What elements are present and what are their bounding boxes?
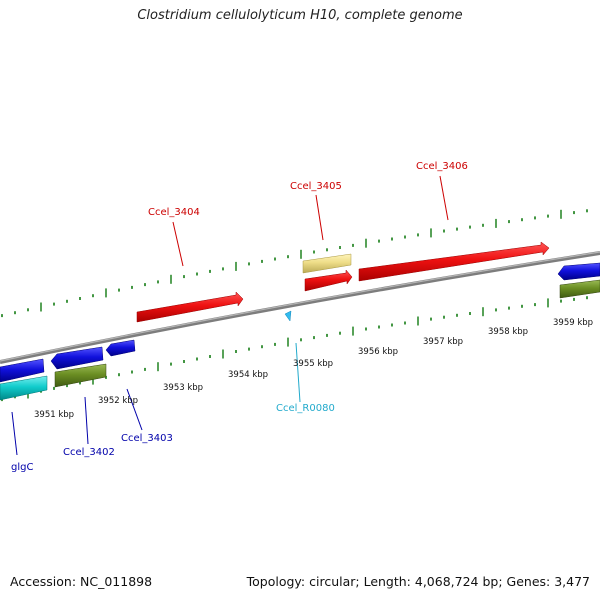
gene-blue-right-arrow[interactable] <box>557 262 600 281</box>
kbp-label-3957: 3957 kbp <box>423 337 463 347</box>
rna-ccel-r0080-marker[interactable] <box>284 310 292 322</box>
kbp-label-3952: 3952 kbp <box>98 396 138 406</box>
kbp-label-3954: 3954 kbp <box>228 370 268 380</box>
gene-glgc-blue-arrow[interactable] <box>0 358 45 383</box>
gene-label-ccel-3404[interactable]: Ccel_3404 <box>148 207 200 218</box>
gene-label-ccel-r0080[interactable]: Ccel_R0080 <box>276 403 335 414</box>
gene-glgc-cyan-bar[interactable] <box>0 375 48 401</box>
accession-text: Accession: NC_011898 <box>10 574 153 589</box>
gene-ccel-3402-arrow[interactable] <box>50 346 104 370</box>
kbp-label-3953: 3953 kbp <box>163 383 203 393</box>
gene-label-ccel-3402[interactable]: Ccel_3402 <box>63 447 115 458</box>
kbp-label-3956: 3956 kbp <box>358 347 398 357</box>
gene-label-glgc[interactable]: glgC <box>11 462 33 473</box>
map-title: Clostridium cellulolyticum H10, complete… <box>137 8 463 23</box>
pointer-ccel-3403 <box>126 388 143 431</box>
pointer-ccel-3404 <box>172 221 184 267</box>
gene-olive-right-bar[interactable] <box>559 279 600 299</box>
gene-label-ccel-3405[interactable]: Ccel_3405 <box>290 181 342 192</box>
kbp-label-3955: 3955 kbp <box>293 359 333 369</box>
kbp-label-3959: 3959 kbp <box>553 318 593 328</box>
gene-ccel-3405-arrow[interactable] <box>304 269 353 292</box>
gene-ccel-3405-rna-bar[interactable] <box>302 253 352 274</box>
kbp-label-3958: 3958 kbp <box>488 327 528 337</box>
gene-ccel-3406-arrow[interactable] <box>358 241 550 282</box>
gene-ccel-3403-arrow[interactable] <box>105 339 136 357</box>
kbp-label-3951: 3951 kbp <box>34 410 74 420</box>
gene-label-ccel-3403[interactable]: Ccel_3403 <box>121 433 173 444</box>
gene-label-ccel-3406[interactable]: Ccel_3406 <box>416 161 468 172</box>
gene-ccel-3404-arrow[interactable] <box>136 291 244 323</box>
pointer-ccel-3405 <box>315 194 324 241</box>
pointer-ccel-r0080 <box>295 342 301 403</box>
topology-text: Topology: circular; Length: 4,068,724 bp… <box>246 574 590 589</box>
upper-tick-track <box>1 209 588 318</box>
genome-backbone <box>0 251 600 364</box>
pointer-ccel-3402 <box>84 396 89 445</box>
pointer-glgc <box>11 411 18 456</box>
gene-ccel-3402-olive-bar[interactable] <box>54 363 107 388</box>
pointer-ccel-3406 <box>439 175 449 221</box>
lower-tick-track <box>1 296 588 402</box>
